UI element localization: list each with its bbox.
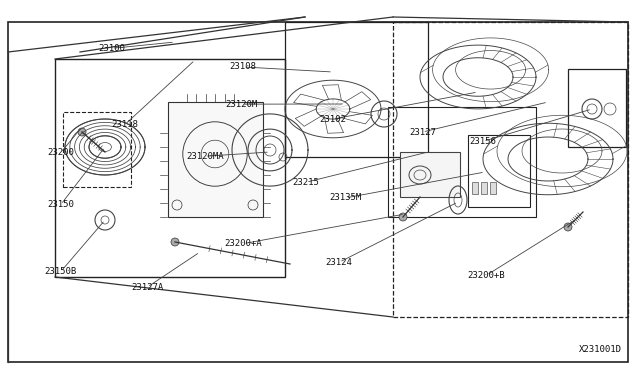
Text: 23127: 23127 [409, 128, 436, 137]
Text: 23124: 23124 [326, 258, 353, 267]
Bar [285, 22, 428, 157]
Bar [568, 69, 626, 147]
Circle shape [399, 213, 407, 221]
Bar [472, 182, 478, 194]
Text: 23215: 23215 [292, 178, 319, 187]
Bar [490, 182, 496, 194]
Bar [400, 152, 460, 197]
Text: X231001D: X231001D [579, 345, 622, 354]
Circle shape [564, 223, 572, 231]
Text: 23127A: 23127A [131, 283, 163, 292]
Bar [393, 22, 628, 317]
Bar [481, 182, 487, 194]
Bar [468, 135, 530, 207]
Text: 23200+A: 23200+A [225, 239, 262, 248]
Text: 23102: 23102 [319, 115, 346, 124]
Bar [63, 112, 131, 187]
Text: 23108: 23108 [230, 62, 257, 71]
Text: 23200+B: 23200+B [468, 271, 505, 280]
Text: 23120M: 23120M [226, 100, 258, 109]
Text: 23150: 23150 [47, 200, 74, 209]
Circle shape [171, 238, 179, 246]
Bar [388, 107, 536, 217]
Text: 23150B: 23150B [45, 267, 77, 276]
Text: 23200: 23200 [47, 148, 74, 157]
Text: 23118: 23118 [111, 120, 138, 129]
Text: 23100: 23100 [99, 44, 125, 53]
Bar [55, 59, 285, 277]
Text: 23135M: 23135M [330, 193, 362, 202]
Text: 23120MA: 23120MA [186, 152, 223, 161]
Text: 23156: 23156 [470, 137, 497, 146]
Circle shape [78, 128, 86, 136]
Bar [168, 102, 262, 217]
